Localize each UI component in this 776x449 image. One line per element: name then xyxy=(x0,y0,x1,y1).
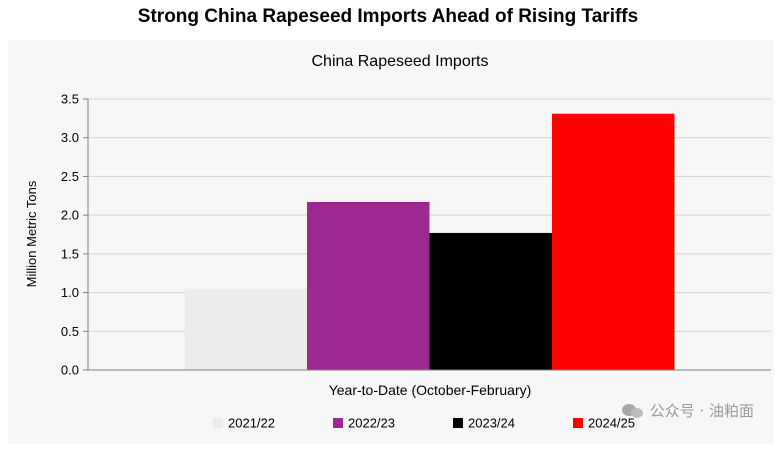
y-axis-label: Million Metric Tons xyxy=(24,180,39,287)
chart-panel: China Rapeseed Imports 0.0 0.5 1.0 1.5 2.0 2.… xyxy=(8,40,774,444)
y-tick-label: 3.0 xyxy=(61,130,79,145)
bar-2021-22 xyxy=(184,288,307,370)
legend-label: 2023/24 xyxy=(468,416,515,431)
chart-title: China Rapeseed Imports xyxy=(312,53,489,70)
chart-svg: China Rapeseed Imports 0.0 0.5 1.0 1.5 2.0 2.… xyxy=(24,53,771,431)
y-tick-label: 0.0 xyxy=(61,363,79,378)
y-tick-label: 2.0 xyxy=(61,208,79,223)
legend: 2021/22 2022/23 2023/24 2024/25 xyxy=(213,416,635,431)
legend-label: 2021/22 xyxy=(228,416,275,431)
axis-layer: 0.0 0.5 1.0 1.5 2.0 2.5 3.0 3.5 xyxy=(61,92,771,378)
legend-swatch xyxy=(333,418,343,428)
x-axis-label: Year-to-Date (October-February) xyxy=(329,382,532,398)
bar-layer xyxy=(184,113,675,370)
legend-item-2024-25: 2024/25 xyxy=(573,416,635,431)
y-tick-label: 0.5 xyxy=(61,324,79,339)
y-tick-label: 1.5 xyxy=(61,246,79,261)
bar-2022-23 xyxy=(307,201,430,370)
bar-2023-24 xyxy=(429,232,552,370)
watermark-text: 公众号 · 油粕面 xyxy=(649,402,754,420)
wechat-icon xyxy=(621,403,644,419)
legend-swatch xyxy=(453,418,463,428)
headline: Strong China Rapeseed Imports Ahead of R… xyxy=(137,6,639,27)
legend-item-2023-24: 2023/24 xyxy=(453,416,515,431)
legend-item-2022-23: 2022/23 xyxy=(333,416,395,431)
legend-item-2021-22: 2021/22 xyxy=(213,416,275,431)
legend-swatch xyxy=(573,418,583,428)
bar-2024-25 xyxy=(552,113,675,370)
legend-swatch xyxy=(213,418,223,428)
y-tick-label: 1.0 xyxy=(61,285,79,300)
y-tick-label: 2.5 xyxy=(61,169,79,184)
legend-label: 2024/25 xyxy=(588,416,635,431)
watermark: 公众号 · 油粕面 xyxy=(621,400,754,421)
legend-label: 2022/23 xyxy=(348,416,395,431)
y-tick-label: 3.5 xyxy=(61,92,79,107)
